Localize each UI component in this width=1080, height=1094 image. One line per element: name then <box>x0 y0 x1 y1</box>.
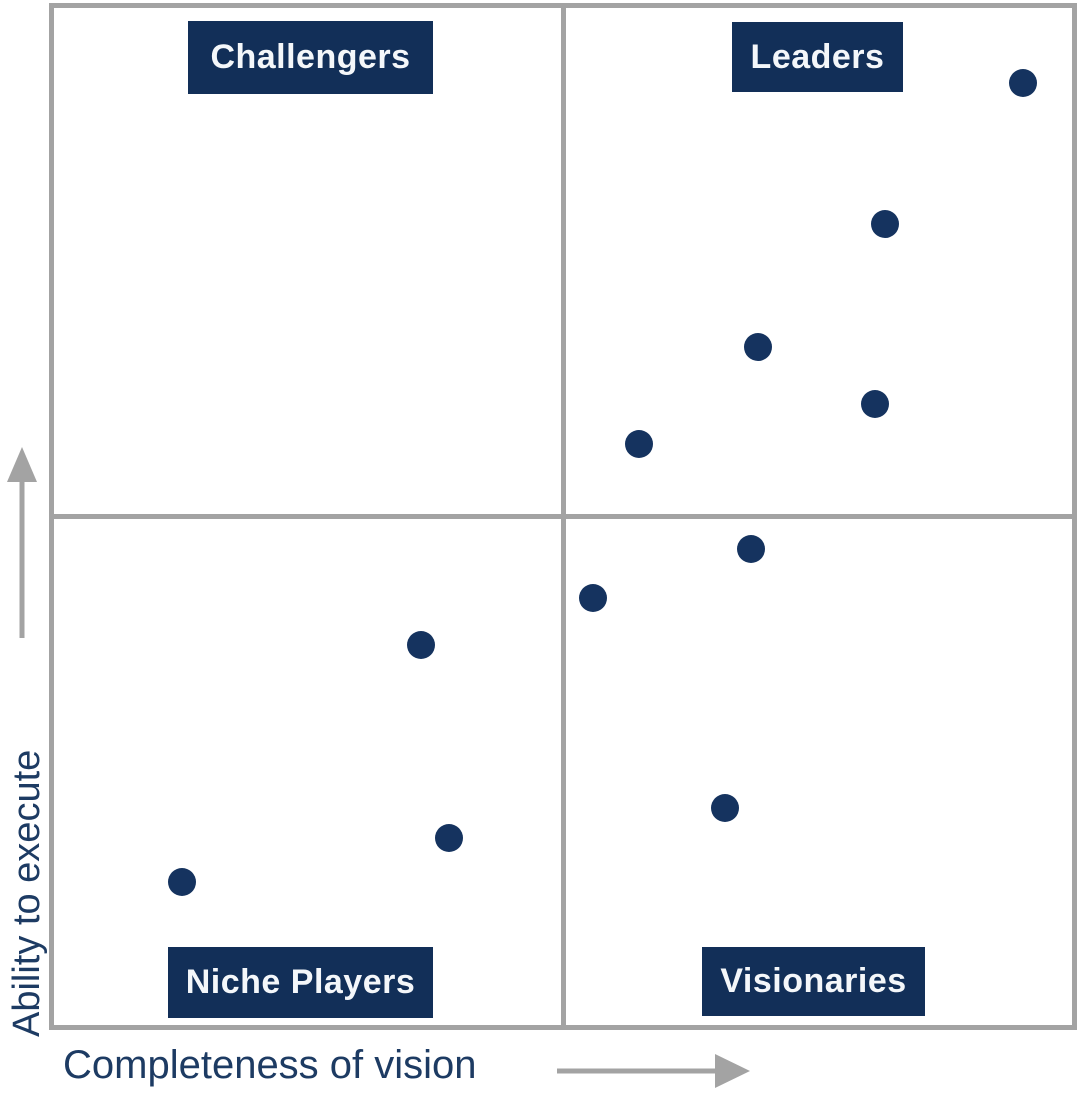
data-point <box>710 794 739 823</box>
horizontal-divider-line <box>54 514 1072 519</box>
data-point <box>407 630 436 659</box>
up-arrow-icon <box>7 447 37 638</box>
data-point <box>625 430 654 459</box>
y-axis-label: Ability to execute <box>6 749 48 1037</box>
quadrant-label-niche-players: Niche Players <box>168 947 433 1018</box>
data-point <box>578 583 607 612</box>
data-point <box>860 389 889 418</box>
right-arrow-icon <box>557 1054 750 1088</box>
scatter-dots-layer <box>54 8 1072 1025</box>
data-point <box>870 209 899 238</box>
quadrant-label-visionaries: Visionaries <box>702 947 925 1016</box>
quadrant-label-challengers: Challengers <box>188 21 433 94</box>
x-axis-label: Completeness of vision <box>63 1043 477 1087</box>
data-point <box>168 867 197 896</box>
data-point <box>434 823 463 852</box>
data-point <box>1009 69 1038 98</box>
data-point <box>744 332 773 361</box>
quadrant-label-leaders: Leaders <box>732 22 903 92</box>
quadrant-plot-area: Challengers Leaders Niche Players Vision… <box>49 3 1077 1030</box>
data-point <box>737 535 766 564</box>
